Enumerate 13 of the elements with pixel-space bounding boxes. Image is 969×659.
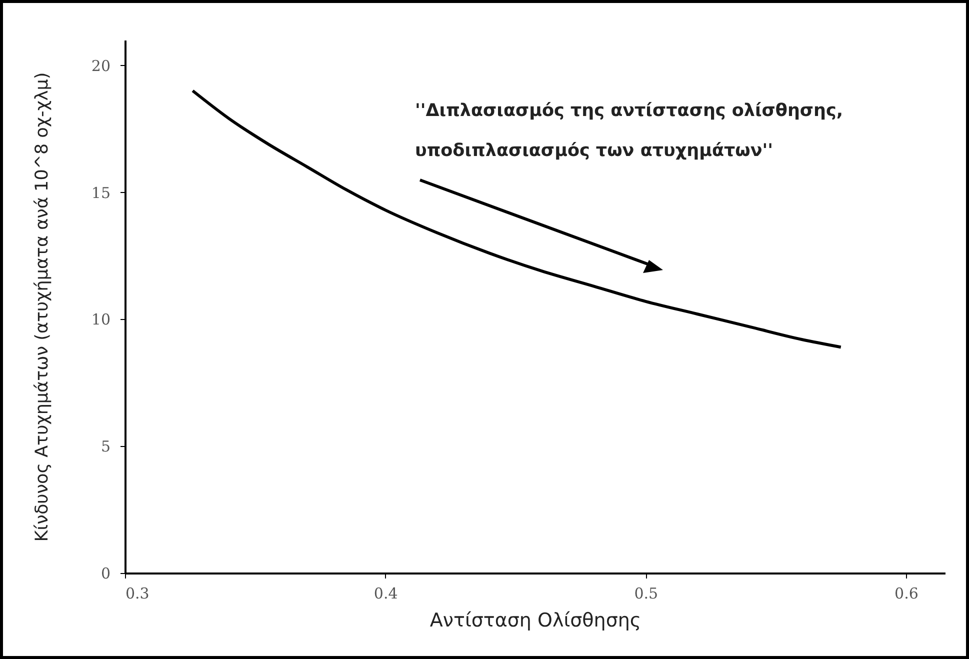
y-tick-label: 15	[91, 184, 110, 202]
x-axis-title: Αντίσταση Ολίσθησης	[430, 610, 642, 632]
annotation: ''Διπλασιασμός της αντίστασης ολίσθησης, υποδιπλασιασμός των ατυχημάτων''	[415, 101, 844, 161]
y-tick-label: 0	[100, 564, 110, 582]
x-tick-label: 0.6	[894, 584, 918, 602]
y-axis-title: Κίνδυνος Ατυχημάτων (ατυχήματα ανά 10^8 οχ-χλμ)	[32, 72, 52, 542]
y-tick-label: 5	[100, 438, 110, 456]
y-tick-label: 10	[91, 310, 110, 329]
x-tick-label: 0.3	[126, 584, 150, 602]
line-series	[191, 89, 842, 349]
y-tick-label: 20	[91, 56, 110, 75]
x-tick-label: 0.5	[634, 584, 658, 602]
x-tick-label: 0.4	[374, 584, 398, 602]
